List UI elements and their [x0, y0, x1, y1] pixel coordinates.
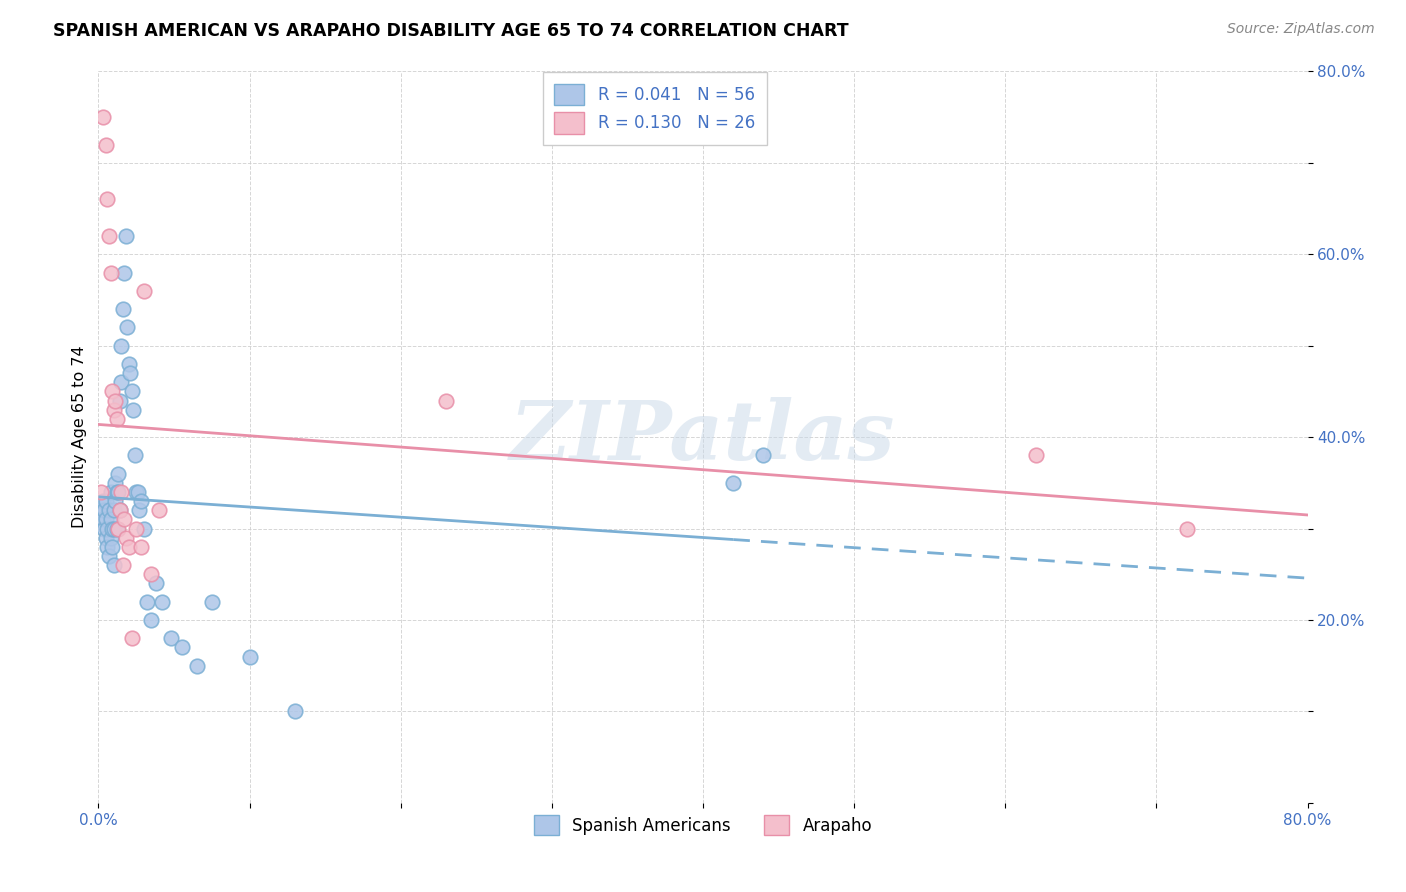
Point — [103, 558, 125, 573]
Point — [93, 521, 115, 535]
Point — [284, 705, 307, 719]
Point — [125, 521, 148, 535]
Text: Source: ZipAtlas.com: Source: ZipAtlas.com — [1227, 22, 1375, 37]
Point — [107, 521, 129, 535]
Point — [723, 475, 745, 490]
Point — [141, 567, 163, 582]
Text: ZIPatlas: ZIPatlas — [510, 397, 896, 477]
Point — [105, 412, 128, 426]
Point — [104, 494, 127, 508]
Point — [112, 266, 135, 280]
Point — [94, 494, 117, 508]
Point — [1024, 448, 1046, 462]
Point — [150, 594, 173, 608]
Point — [98, 229, 121, 244]
Point — [111, 301, 134, 317]
Point — [96, 540, 118, 554]
Legend: Spanish Americans, Arapaho: Spanish Americans, Arapaho — [527, 808, 879, 842]
Point — [94, 512, 117, 526]
Point — [752, 448, 775, 462]
Point — [125, 485, 148, 500]
Point — [129, 540, 152, 554]
Point — [105, 485, 128, 500]
Point — [121, 384, 143, 399]
Y-axis label: Disability Age 65 to 74: Disability Age 65 to 74 — [72, 346, 87, 528]
Point — [108, 393, 131, 408]
Point — [110, 375, 132, 389]
Point — [90, 485, 112, 500]
Point — [120, 366, 142, 380]
Point — [101, 540, 124, 554]
Point — [98, 549, 121, 563]
Point — [170, 640, 193, 655]
Point — [96, 521, 118, 535]
Point — [132, 284, 155, 298]
Point — [104, 393, 127, 408]
Point — [114, 229, 136, 244]
Point — [94, 137, 117, 152]
Point — [100, 531, 122, 545]
Point — [127, 485, 149, 500]
Point — [121, 632, 143, 646]
Point — [100, 512, 122, 526]
Point — [114, 531, 136, 545]
Point — [107, 485, 129, 500]
Point — [141, 613, 163, 627]
Point — [91, 110, 114, 124]
Point — [91, 494, 114, 508]
Point — [103, 503, 125, 517]
Point — [101, 521, 124, 535]
Point — [128, 503, 150, 517]
Point — [91, 512, 114, 526]
Point — [101, 384, 124, 399]
Point — [96, 192, 118, 206]
Point — [239, 649, 262, 664]
Point — [100, 266, 122, 280]
Point — [94, 531, 117, 545]
Point — [186, 658, 208, 673]
Point — [122, 402, 145, 417]
Point — [145, 576, 167, 591]
Point — [90, 503, 112, 517]
Point — [93, 503, 115, 517]
Point — [115, 320, 138, 334]
Point — [118, 540, 141, 554]
Point — [160, 632, 183, 646]
Point — [124, 448, 146, 462]
Point — [108, 503, 131, 517]
Point — [129, 494, 152, 508]
Point — [103, 402, 125, 417]
Point — [132, 521, 155, 535]
Point — [110, 485, 132, 500]
Point — [148, 503, 170, 517]
Point — [118, 357, 141, 371]
Point — [98, 503, 121, 517]
Point — [112, 512, 135, 526]
Point — [201, 594, 224, 608]
Text: SPANISH AMERICAN VS ARAPAHO DISABILITY AGE 65 TO 74 CORRELATION CHART: SPANISH AMERICAN VS ARAPAHO DISABILITY A… — [53, 22, 849, 40]
Point — [111, 558, 134, 573]
Point — [100, 485, 122, 500]
Point — [104, 475, 127, 490]
Point — [434, 393, 457, 408]
Point — [108, 503, 131, 517]
Point — [135, 594, 157, 608]
Point — [103, 521, 125, 535]
Point — [105, 521, 128, 535]
Point — [107, 467, 129, 481]
Point — [110, 338, 132, 352]
Point — [1175, 521, 1198, 535]
